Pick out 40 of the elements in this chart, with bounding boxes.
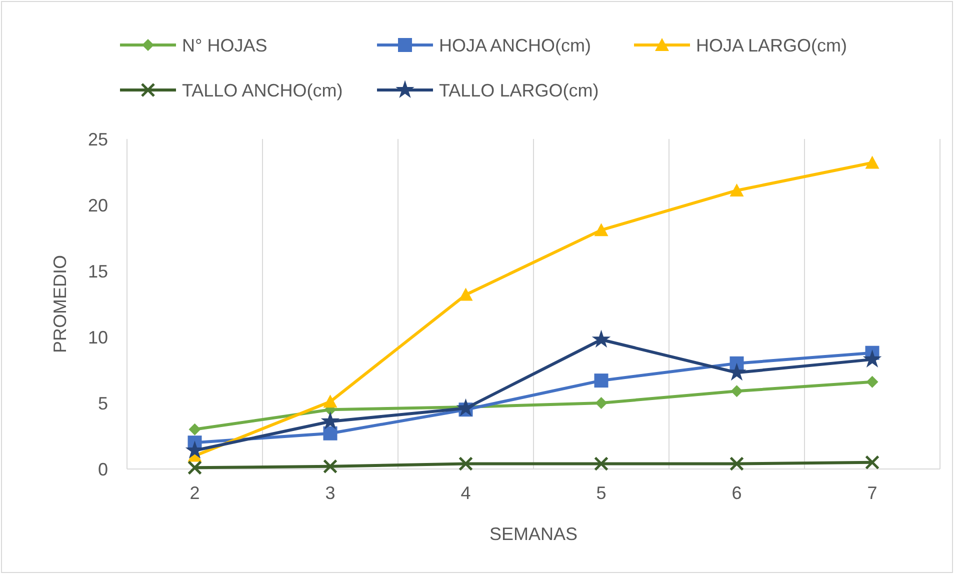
legend-label: TALLO ANCHO(cm): [182, 80, 343, 100]
point: [594, 374, 608, 388]
x-tick-label: 3: [325, 483, 336, 503]
y-tick-label: 20: [88, 195, 108, 216]
point: [730, 183, 744, 196]
y-tick-label: 25: [88, 129, 108, 150]
x-tick-label: 6: [732, 483, 742, 503]
x-tick-label: 7: [867, 483, 878, 503]
y-axis-title: PROMEDIO: [50, 254, 70, 354]
point: [730, 456, 744, 471]
point: [730, 385, 743, 398]
point: [592, 330, 611, 348]
x-tick-label: 5: [596, 483, 606, 503]
point: [595, 397, 608, 409]
point: [865, 455, 880, 470]
point: [865, 156, 880, 169]
y-tick-label: 10: [88, 327, 108, 348]
legend-label: HOJA ANCHO(cm): [439, 35, 592, 56]
legend-label: TALLO LARGO(cm): [439, 80, 599, 100]
point: [862, 350, 882, 368]
y-tick-label: 5: [98, 393, 108, 414]
point: [866, 376, 878, 388]
point: [456, 398, 476, 416]
y-tick-label: 15: [88, 261, 108, 282]
point: [458, 288, 473, 301]
point: [188, 423, 201, 436]
y-tick-label: 0: [98, 459, 108, 480]
point: [323, 394, 338, 408]
point: [323, 459, 338, 474]
point: [323, 426, 338, 440]
point: [594, 223, 608, 236]
point: [188, 460, 202, 475]
point: [458, 456, 473, 471]
x-axis-title: SEMANAS: [489, 524, 578, 544]
x-tick-label: 4: [460, 483, 471, 503]
legend-label: N° HOJAS: [182, 35, 268, 56]
x-tick-label: 2: [190, 483, 200, 503]
point: [594, 456, 608, 471]
point: [320, 412, 340, 430]
legend-label: HOJA LARGO(cm): [696, 35, 848, 56]
